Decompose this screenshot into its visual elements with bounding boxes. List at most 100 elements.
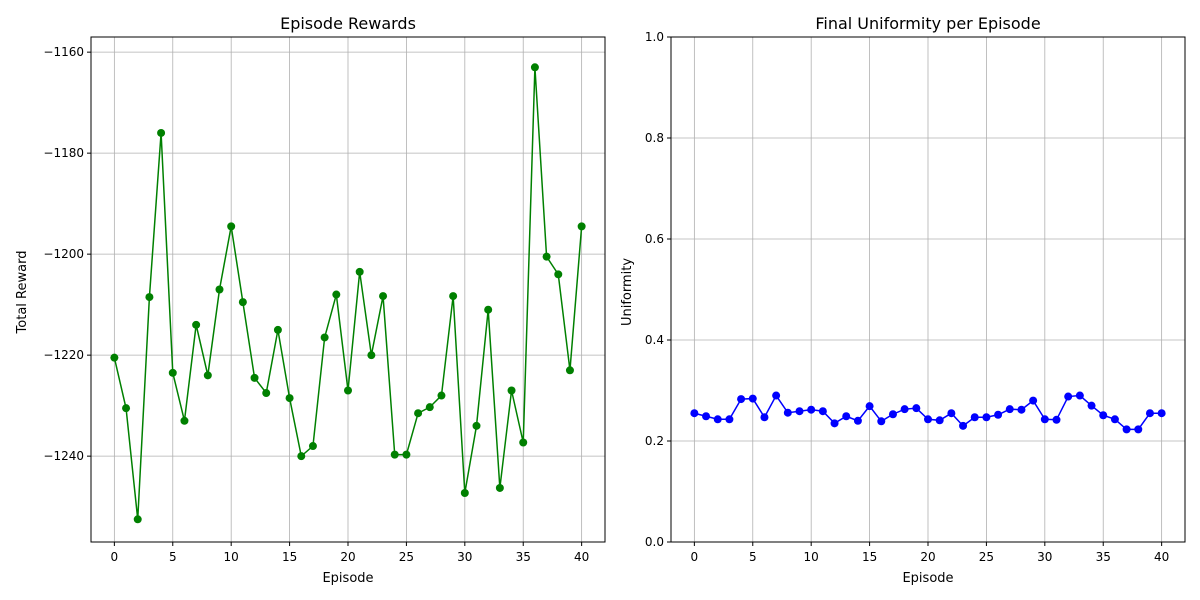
data-point — [203, 371, 212, 380]
y-tick-label: 0.2 — [645, 434, 664, 448]
data-point — [495, 483, 504, 492]
y-tick-label: 1.0 — [645, 30, 664, 44]
grid — [671, 36, 1185, 543]
data-point — [702, 412, 711, 421]
data-point — [947, 409, 956, 418]
x-axis-label: Episode — [322, 571, 373, 586]
x-tick-label: 25 — [399, 550, 414, 564]
data-point — [554, 270, 563, 279]
data-point — [1122, 425, 1131, 434]
data-point — [853, 416, 862, 425]
data-point — [1064, 392, 1073, 401]
data-point — [1052, 415, 1061, 424]
data-point — [713, 415, 722, 424]
data-point — [180, 416, 189, 425]
data-point — [285, 394, 294, 403]
data-point — [297, 452, 306, 461]
data-point — [865, 402, 874, 411]
chart-title: Episode Rewards — [280, 14, 416, 33]
x-tick-label: 10 — [224, 550, 239, 564]
x-axis-label: Episode — [902, 571, 953, 586]
data-point — [122, 404, 131, 413]
plot-frame — [90, 36, 606, 543]
data-point — [238, 298, 247, 307]
data-point — [519, 438, 528, 447]
data-point — [367, 351, 376, 360]
data-point — [110, 353, 119, 362]
data-point — [227, 222, 236, 231]
data-point — [1099, 411, 1108, 420]
y-tick-label: 0.0 — [645, 535, 664, 549]
x-tick-label: 35 — [1096, 550, 1111, 564]
data-point — [250, 373, 259, 382]
data-point — [1110, 415, 1119, 424]
data-point — [542, 252, 551, 261]
data-point — [577, 222, 586, 231]
data-point — [935, 416, 944, 425]
x-tick-label: 15 — [862, 550, 877, 564]
x-tick-label: 15 — [282, 550, 297, 564]
chart-title: Final Uniformity per Episode — [815, 14, 1040, 33]
data-point — [1145, 409, 1154, 418]
grid — [91, 37, 605, 542]
y-tick-label: −1160 — [43, 45, 84, 59]
data-point — [379, 292, 388, 301]
data-point — [145, 293, 154, 302]
x-tick-label: 20 — [920, 550, 935, 564]
data-point — [308, 442, 317, 451]
x-tick-label: 35 — [516, 550, 531, 564]
data-point — [795, 407, 804, 416]
data-point — [168, 368, 177, 377]
data-point — [748, 394, 757, 403]
plot-frame — [670, 36, 1186, 543]
data-point — [877, 417, 886, 426]
data-point — [273, 325, 282, 334]
x-tick-label: 10 — [804, 550, 819, 564]
data-point — [982, 413, 991, 422]
data-point — [157, 128, 166, 137]
data-point — [830, 419, 839, 428]
x-tick-label: 40 — [574, 550, 589, 564]
data-point — [1157, 409, 1166, 418]
x-tick-label: 5 — [749, 550, 757, 564]
x-tick-label: 5 — [169, 550, 177, 564]
data-point — [970, 413, 979, 422]
data-point — [912, 404, 921, 413]
data-point — [472, 421, 481, 430]
data-point — [133, 515, 142, 524]
x-tick-label: 40 — [1154, 550, 1169, 564]
data-point — [924, 415, 932, 424]
x-tick-label: 20 — [340, 550, 355, 564]
data-point — [344, 386, 352, 395]
data-point — [1134, 425, 1143, 434]
uniformity-chart: Final Uniformity per Episode Episode Uni… — [620, 14, 1186, 586]
data-point — [425, 403, 434, 412]
data-point — [807, 405, 816, 414]
data-point — [484, 305, 493, 314]
data-point — [414, 409, 423, 418]
x-tick-label: 0 — [691, 550, 699, 564]
data-point — [842, 412, 851, 421]
data-point — [1087, 401, 1096, 410]
y-tick-label: 0.4 — [645, 333, 664, 347]
data-point — [900, 405, 909, 414]
data-point — [355, 267, 364, 276]
data-point — [1005, 405, 1014, 414]
data-point — [507, 386, 516, 395]
data-point — [402, 450, 411, 459]
data-point — [320, 333, 329, 342]
episode-rewards-chart: Episode Rewards Episode Total Reward 0 5 1… — [15, 14, 606, 586]
data-point — [1017, 405, 1026, 414]
data-point — [215, 285, 224, 294]
data-point — [959, 421, 968, 430]
data-point — [783, 408, 792, 417]
data-point — [460, 489, 469, 498]
data-point — [690, 409, 699, 418]
data-point — [437, 391, 446, 400]
x-tick-label: 25 — [979, 550, 994, 564]
y-axis-label: Total Reward — [15, 251, 30, 335]
data-point — [192, 320, 201, 329]
data-point — [1040, 415, 1049, 424]
y-tick-label: 0.6 — [645, 232, 664, 246]
